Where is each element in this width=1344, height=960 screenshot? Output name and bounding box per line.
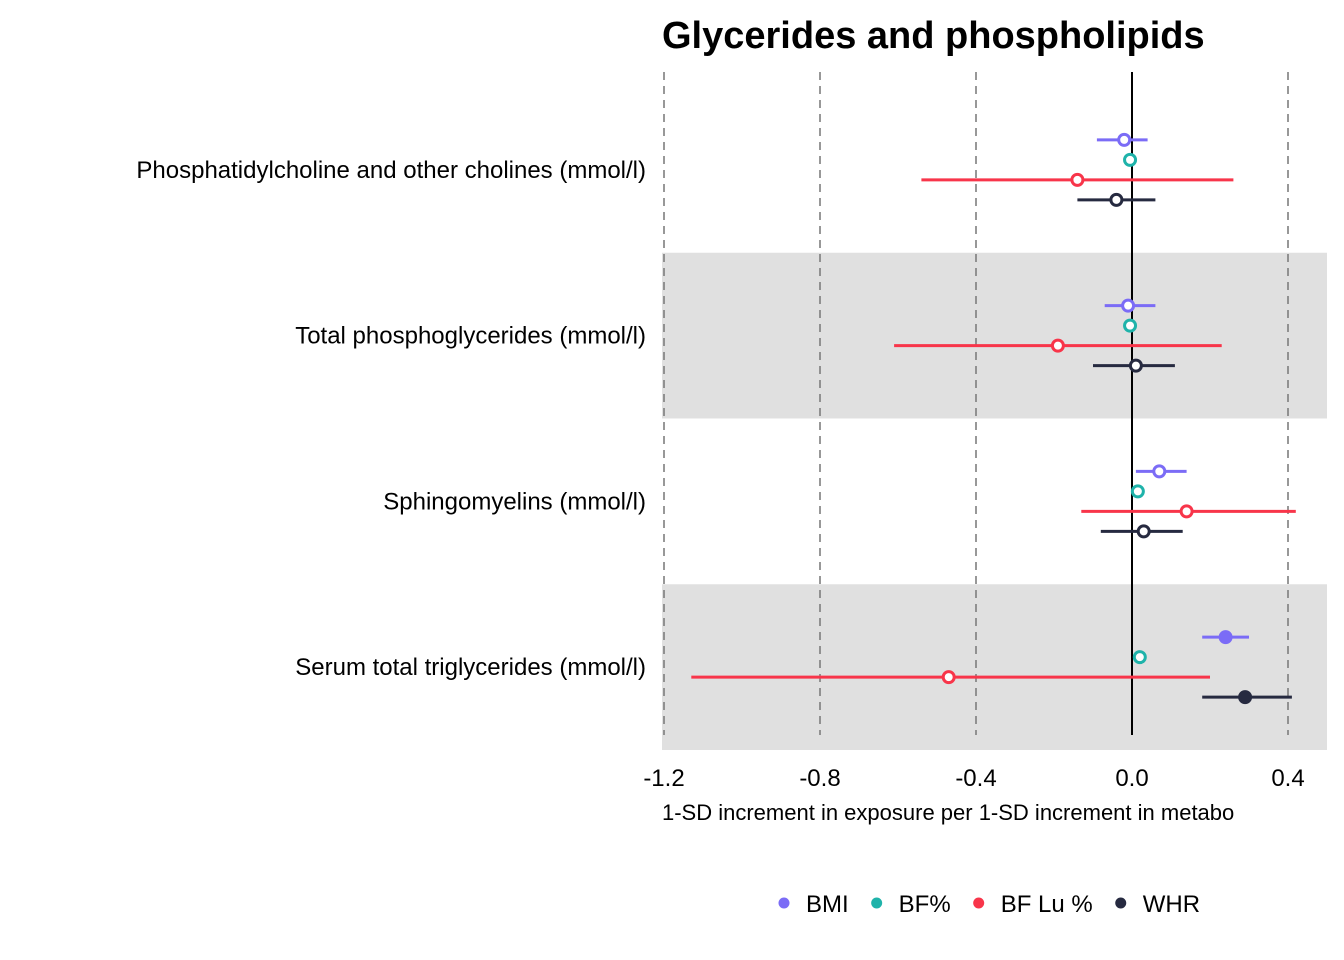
x-tick-label: 0.0: [1115, 765, 1148, 792]
estimate-point: [1218, 630, 1233, 645]
category-label: Phosphatidylcholine and other cholines (…: [136, 157, 646, 184]
grid-lines: [663, 72, 1289, 735]
legend: BMI BF% BF Lu % WHR: [778, 891, 1200, 918]
category-label: Serum total triglycerides (mmol/l): [295, 654, 646, 681]
estimate-point: [1136, 524, 1151, 539]
estimate-point: [1152, 464, 1167, 479]
estimate-marks: [691, 132, 1296, 705]
x-tick-labels: -1.2 -0.8 -0.4 0.0 0.4: [643, 765, 1304, 792]
legend-label: WHR: [1143, 891, 1200, 918]
estimate-point: [1123, 318, 1138, 333]
estimate-point: [1128, 358, 1143, 373]
estimate-point: [1130, 484, 1145, 499]
estimate-point: [1179, 504, 1194, 519]
x-axis-title: 1-SD increment in exposure per 1-SD incr…: [662, 800, 1234, 825]
legend-marker: [1115, 897, 1127, 909]
estimate-point: [1109, 192, 1124, 207]
legend-label: BF%: [899, 891, 951, 918]
category-label: Total phosphoglycerides (mmol/l): [295, 323, 646, 350]
x-tick-label: -0.8: [799, 765, 840, 792]
legend-label: BF Lu %: [1001, 891, 1093, 918]
estimate-point: [1070, 172, 1085, 187]
x-tick-label: -0.4: [955, 765, 996, 792]
category-label: Sphingomyelins (mmol/l): [383, 488, 646, 515]
x-tick-label: 0.4: [1271, 765, 1304, 792]
row-band: [662, 584, 1327, 750]
x-tick-label: -1.2: [643, 765, 684, 792]
row-bands: [662, 252, 1327, 750]
estimate-point: [1121, 298, 1136, 313]
row-band: [662, 252, 1327, 419]
estimate-point: [1238, 690, 1253, 705]
legend-label: BMI: [806, 891, 849, 918]
legend-marker: [871, 897, 883, 909]
estimate-point: [1123, 152, 1138, 167]
estimate-point: [1132, 650, 1147, 665]
chart-title: Glycerides and phospholipids: [662, 15, 1205, 57]
category-labels: Phosphatidylcholine and other cholines (…: [136, 157, 646, 681]
legend-marker: [973, 897, 985, 909]
legend-marker: [778, 897, 790, 909]
estimate-point: [1117, 132, 1132, 147]
estimate-point: [1050, 338, 1065, 353]
estimate-point: [941, 670, 956, 685]
